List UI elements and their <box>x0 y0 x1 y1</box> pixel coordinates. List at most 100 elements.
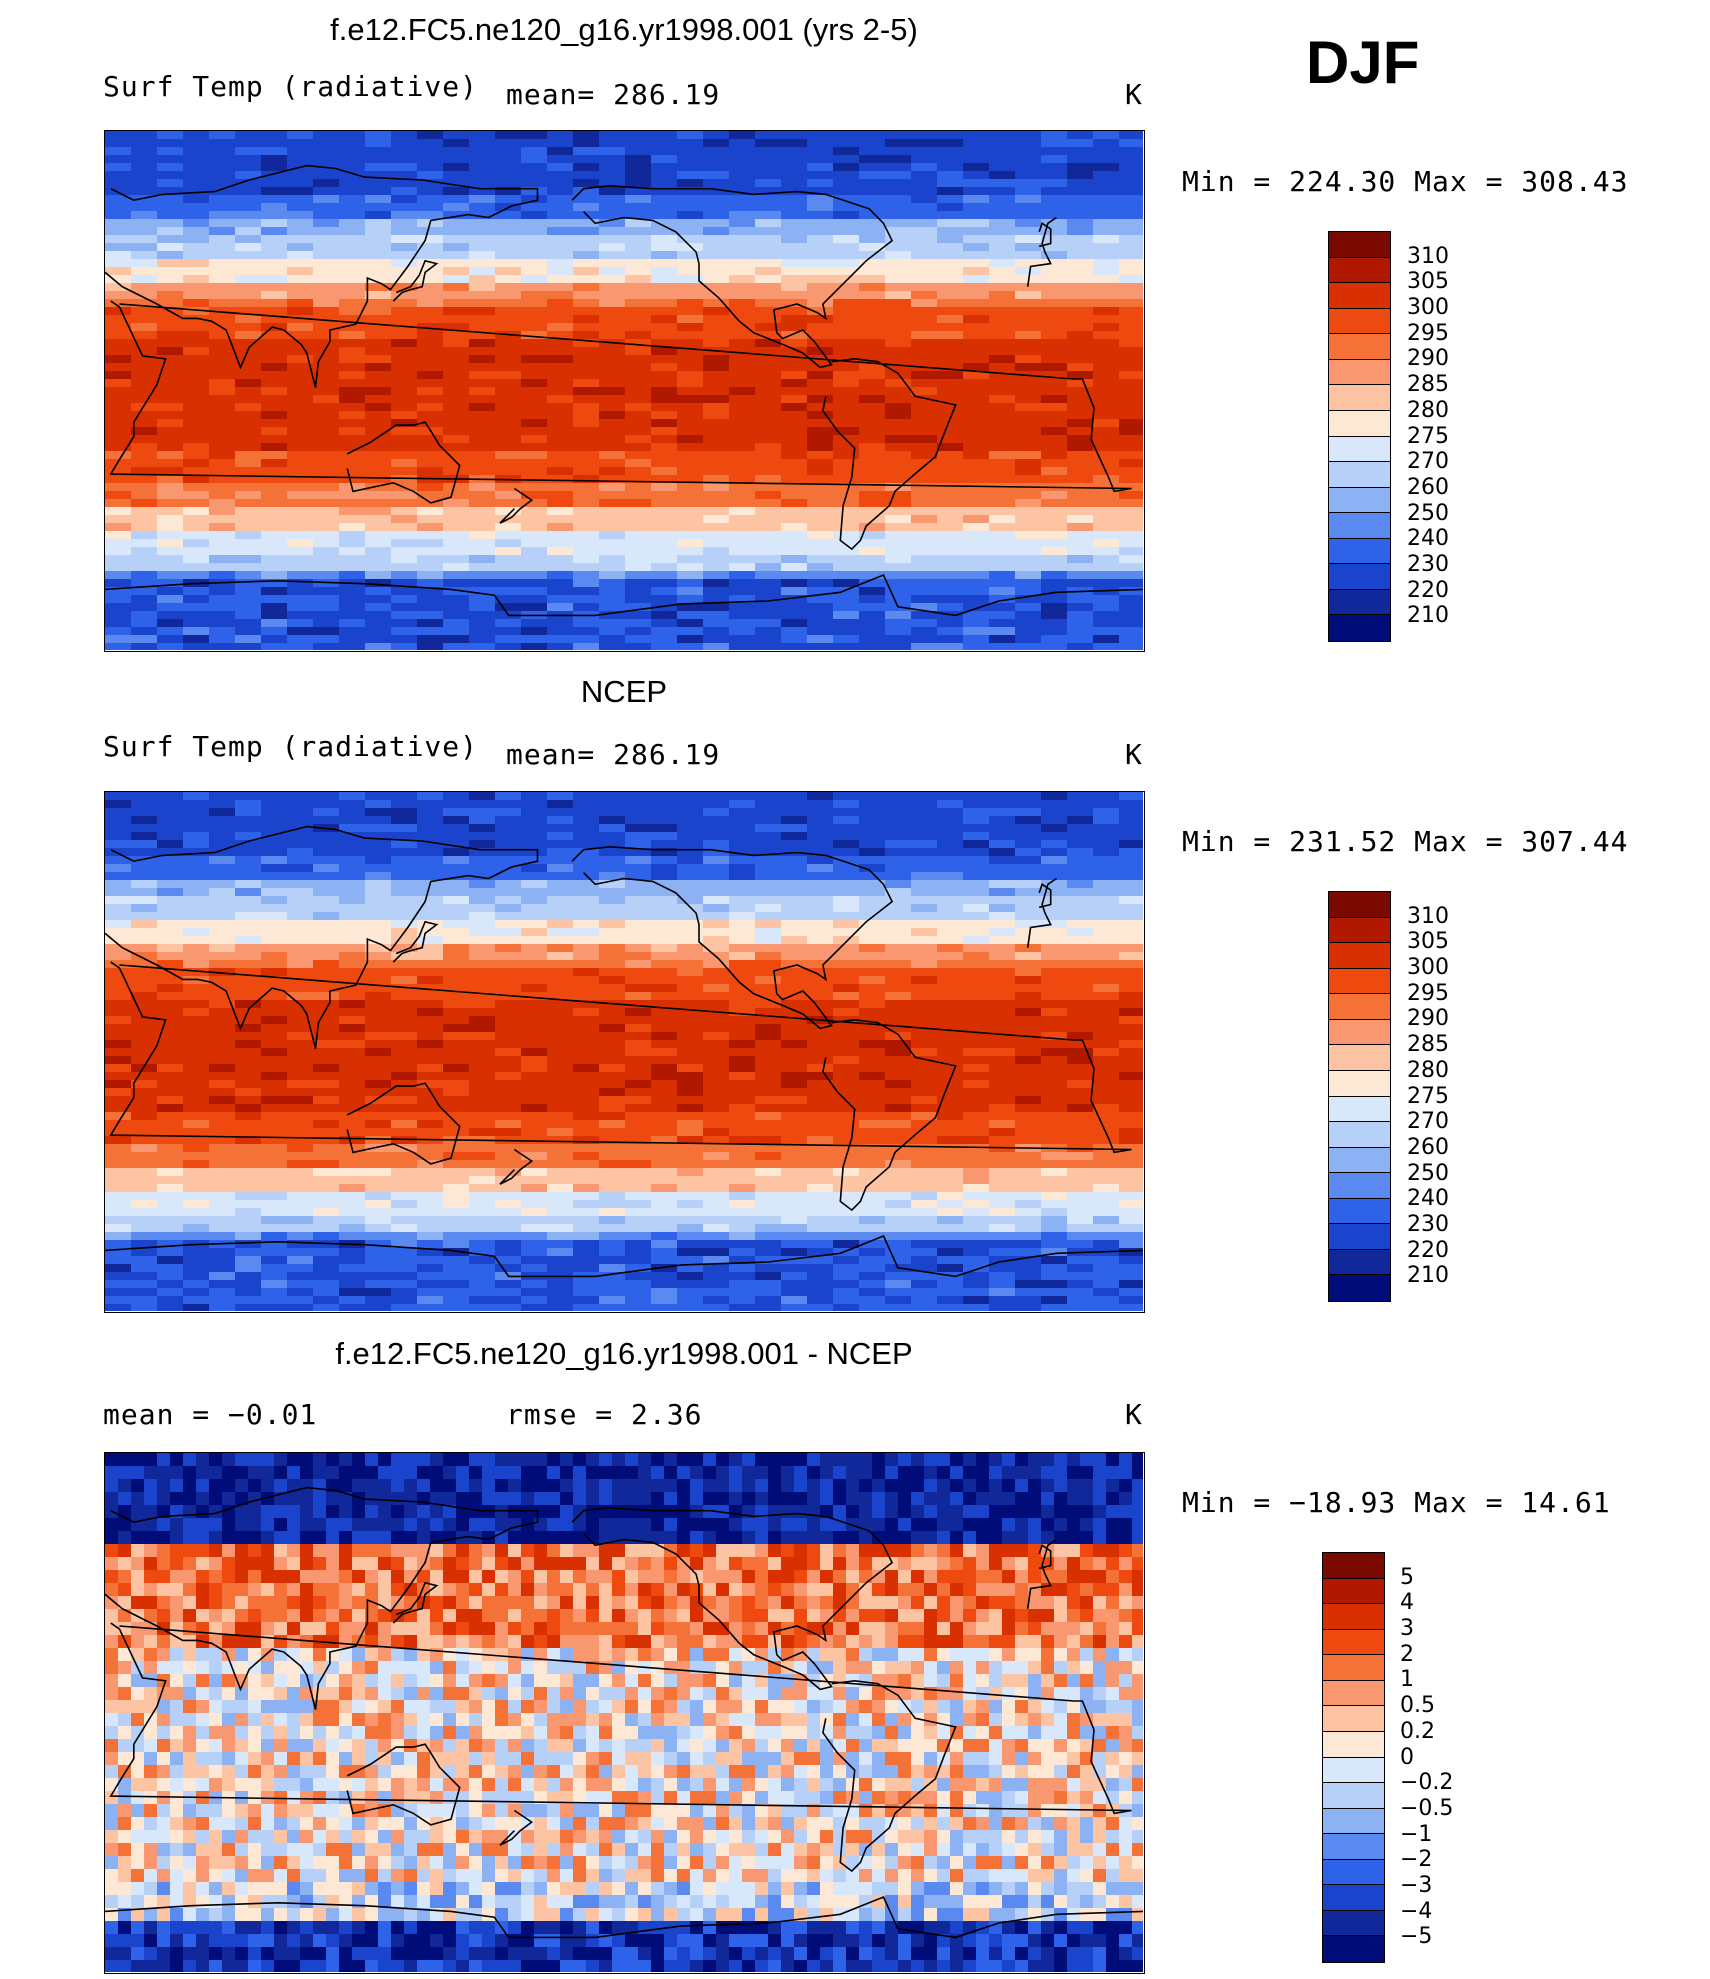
field-cell <box>599 840 626 849</box>
field-cell <box>937 1120 964 1129</box>
field-cell <box>833 832 860 841</box>
field-cell <box>885 347 912 356</box>
field-cell <box>261 547 288 556</box>
field-cell <box>729 848 756 857</box>
field-cell <box>547 331 574 340</box>
field-cell <box>547 571 574 580</box>
field-cell <box>131 848 158 857</box>
field-cell <box>703 896 730 905</box>
field-cell <box>599 1160 626 1169</box>
field-cell <box>729 808 756 817</box>
field-cell <box>781 283 808 292</box>
field-cell <box>599 323 626 332</box>
field-cell <box>261 1048 288 1057</box>
field-cell <box>157 1248 184 1257</box>
field-cell <box>781 227 808 236</box>
field-cell <box>651 435 678 444</box>
field-cell <box>1119 1080 1143 1089</box>
field-cell <box>885 1040 912 1049</box>
field-cell <box>833 147 860 156</box>
field-cell <box>833 395 860 404</box>
field-cell <box>469 1208 496 1217</box>
field-cell <box>1119 1056 1143 1065</box>
field-cell <box>1015 1120 1042 1129</box>
field-cell <box>287 643 314 650</box>
field-cell <box>443 1144 470 1153</box>
field-cell <box>625 187 652 196</box>
field-cell <box>1067 992 1094 1001</box>
field-cell <box>937 1232 964 1241</box>
field-cell <box>885 147 912 156</box>
field-cell <box>521 800 548 809</box>
field-cell <box>807 211 834 220</box>
field-cell <box>1119 920 1143 929</box>
field-cell <box>807 1048 834 1057</box>
field-cell <box>339 976 366 985</box>
field-cell <box>183 1104 210 1113</box>
field-cell <box>521 467 548 476</box>
field-cell <box>573 227 600 236</box>
field-cell <box>573 856 600 865</box>
field-cell <box>1041 211 1068 220</box>
field-cell <box>261 1192 288 1201</box>
field-cell <box>209 635 236 644</box>
field-cell <box>339 323 366 332</box>
field-cell <box>1119 235 1143 244</box>
field-cell <box>703 387 730 396</box>
field-cell <box>131 275 158 284</box>
field-cell <box>937 171 964 180</box>
field-cell <box>963 267 990 276</box>
field-cell <box>157 1256 184 1265</box>
field-cell <box>417 331 444 340</box>
field-cell <box>469 1000 496 1009</box>
field-cell <box>729 299 756 308</box>
field-cell <box>729 1120 756 1129</box>
field-cell <box>885 1072 912 1081</box>
field-cell <box>547 347 574 356</box>
field-cell <box>911 1048 938 1057</box>
field-cell <box>105 219 132 228</box>
field-cell <box>859 1256 886 1265</box>
field-cell <box>313 1032 340 1041</box>
field-cell <box>131 792 158 801</box>
field-cell <box>599 1112 626 1121</box>
field-cell <box>469 1056 496 1065</box>
field-cell <box>1119 1008 1143 1017</box>
field-cell <box>131 235 158 244</box>
field-cell <box>807 307 834 316</box>
field-cell <box>339 824 366 833</box>
field-cell <box>1093 848 1120 857</box>
field-cell <box>417 419 444 428</box>
field-cell <box>911 1104 938 1113</box>
colorbar-swatch <box>1329 257 1390 284</box>
field-cell <box>963 880 990 889</box>
field-cell <box>157 371 184 380</box>
field-cell <box>443 984 470 993</box>
field-cell <box>781 1184 808 1193</box>
field-cell <box>209 840 236 849</box>
field-cell <box>417 1056 444 1065</box>
field-cell <box>131 1200 158 1209</box>
field-cell <box>651 515 678 524</box>
field-cell <box>807 435 834 444</box>
field-cell <box>183 1088 210 1097</box>
field-cell <box>729 792 756 801</box>
field-cell <box>521 539 548 548</box>
field-cell <box>339 1104 366 1113</box>
field-cell <box>599 363 626 372</box>
field-cell <box>417 507 444 516</box>
field-cell <box>599 611 626 620</box>
field-cell <box>781 611 808 620</box>
field-cell <box>651 291 678 300</box>
field-cell <box>183 848 210 857</box>
field-cell <box>937 547 964 556</box>
field-cell <box>833 475 860 484</box>
field-cell <box>1015 403 1042 412</box>
field-cell <box>469 515 496 524</box>
field-cell <box>469 371 496 380</box>
field-cell <box>521 1144 548 1153</box>
field-cell <box>365 1240 392 1249</box>
field-cell <box>729 1008 756 1017</box>
field-cell <box>729 1032 756 1041</box>
field-cell <box>105 1160 132 1169</box>
